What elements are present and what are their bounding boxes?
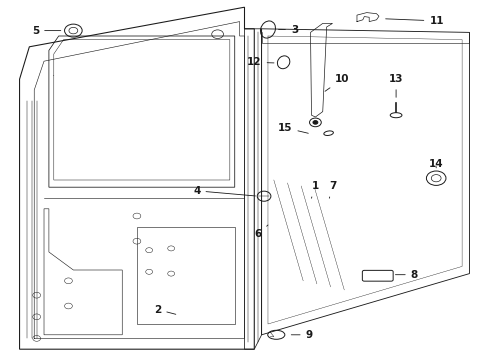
Text: 13: 13 xyxy=(388,74,403,97)
Text: 3: 3 xyxy=(278,24,298,35)
Text: 11: 11 xyxy=(385,16,443,26)
Text: 1: 1 xyxy=(311,181,318,198)
Text: 10: 10 xyxy=(325,74,349,91)
Text: 15: 15 xyxy=(277,123,307,133)
Text: 8: 8 xyxy=(395,270,417,280)
Text: 12: 12 xyxy=(246,57,273,67)
Text: 5: 5 xyxy=(32,26,61,36)
Text: 2: 2 xyxy=(154,305,176,315)
Text: 7: 7 xyxy=(328,181,336,198)
Text: 4: 4 xyxy=(193,186,255,196)
Circle shape xyxy=(312,121,317,124)
Text: 14: 14 xyxy=(428,159,443,169)
Text: 9: 9 xyxy=(291,330,312,340)
Text: 6: 6 xyxy=(254,225,267,239)
